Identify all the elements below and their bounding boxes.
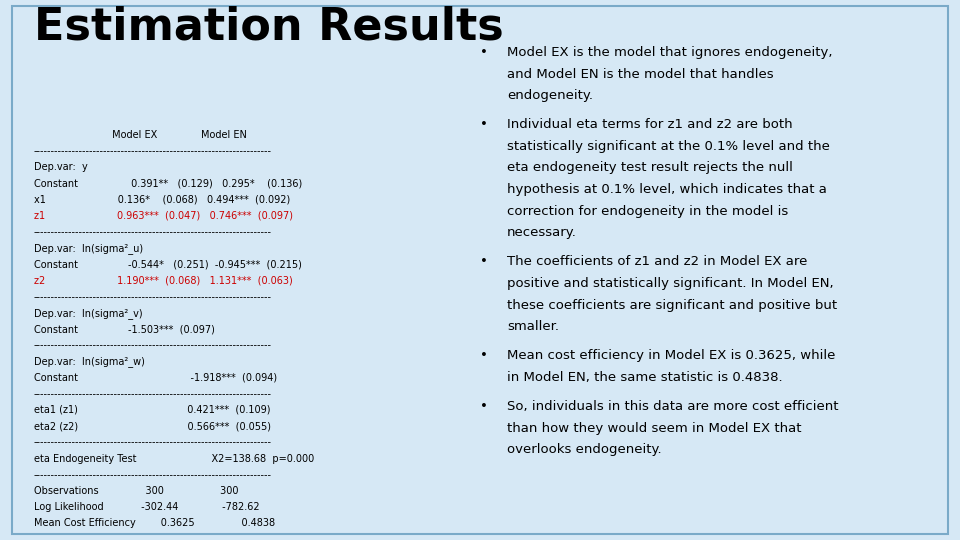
Text: z1                       0.963***  (0.047)   0.746***  (0.097): z1 0.963*** (0.047) 0.746*** (0.097) — [34, 211, 293, 221]
Text: --------------------------------------------------------------------: ----------------------------------------… — [34, 340, 272, 350]
Text: Dep.var:  ln(sigma²_v): Dep.var: ln(sigma²_v) — [34, 308, 142, 319]
Text: So, individuals in this data are more cost efficient: So, individuals in this data are more co… — [507, 400, 838, 413]
Text: in Model EN, the same statistic is 0.4838.: in Model EN, the same statistic is 0.483… — [507, 371, 782, 384]
Text: Constant                -1.503***  (0.097): Constant -1.503*** (0.097) — [34, 324, 214, 334]
Text: Mean Cost Efficiency        0.3625               0.4838: Mean Cost Efficiency 0.3625 0.4838 — [34, 518, 275, 529]
Text: eta endogeneity test result rejects the null: eta endogeneity test result rejects the … — [507, 161, 793, 174]
Text: The coefficients of z1 and z2 in Model EX are: The coefficients of z1 and z2 in Model E… — [507, 255, 807, 268]
Text: endogeneity.: endogeneity. — [507, 89, 593, 102]
Text: Observations               300                  300: Observations 300 300 — [34, 486, 238, 496]
Text: eta1 (z1)                                   0.421***  (0.109): eta1 (z1) 0.421*** (0.109) — [34, 405, 270, 415]
Text: Individual eta terms for z1 and z2 are both: Individual eta terms for z1 and z2 are b… — [507, 118, 793, 131]
Text: Constant                 0.391**   (0.129)   0.295*    (0.136): Constant 0.391** (0.129) 0.295* (0.136) — [34, 178, 301, 188]
Text: eta Endogeneity Test                        X2=138.68  p=0.000: eta Endogeneity Test X2=138.68 p=0.000 — [34, 454, 314, 464]
Text: •: • — [480, 400, 488, 413]
Text: --------------------------------------------------------------------: ----------------------------------------… — [34, 227, 272, 237]
Text: than how they would seem in Model EX that: than how they would seem in Model EX tha… — [507, 422, 802, 435]
Text: smaller.: smaller. — [507, 320, 559, 333]
Text: and Model EN is the model that handles: and Model EN is the model that handles — [507, 68, 774, 80]
Text: these coefficients are significant and positive but: these coefficients are significant and p… — [507, 299, 837, 312]
Text: statistically significant at the 0.1% level and the: statistically significant at the 0.1% le… — [507, 140, 829, 153]
Text: z2                       1.190***  (0.068)   1.131***  (0.063): z2 1.190*** (0.068) 1.131*** (0.063) — [34, 275, 293, 286]
Text: Estimation Results: Estimation Results — [34, 5, 503, 49]
Text: Dep.var:  ln(sigma²_w): Dep.var: ln(sigma²_w) — [34, 356, 144, 367]
Text: x1                       0.136*    (0.068)   0.494***  (0.092): x1 0.136* (0.068) 0.494*** (0.092) — [34, 194, 290, 205]
Text: hypothesis at 0.1% level, which indicates that a: hypothesis at 0.1% level, which indicate… — [507, 183, 827, 196]
Text: necessary.: necessary. — [507, 226, 577, 239]
Text: --------------------------------------------------------------------: ----------------------------------------… — [34, 389, 272, 399]
Text: correction for endogeneity in the model is: correction for endogeneity in the model … — [507, 205, 788, 218]
Text: Model EX              Model EN: Model EX Model EN — [34, 130, 247, 140]
Text: •: • — [480, 46, 488, 59]
Text: Dep.var:  ln(sigma²_u): Dep.var: ln(sigma²_u) — [34, 243, 143, 254]
Text: Model EX is the model that ignores endogeneity,: Model EX is the model that ignores endog… — [507, 46, 832, 59]
Text: •: • — [480, 255, 488, 268]
Text: Dep.var:  y: Dep.var: y — [34, 162, 87, 172]
Text: •: • — [480, 349, 488, 362]
Text: Constant                                    -1.918***  (0.094): Constant -1.918*** (0.094) — [34, 373, 276, 383]
Text: positive and statistically significant. In Model EN,: positive and statistically significant. … — [507, 277, 833, 290]
Text: Log Likelihood            -302.44              -782.62: Log Likelihood -302.44 -782.62 — [34, 502, 259, 512]
Text: eta2 (z2)                                   0.566***  (0.055): eta2 (z2) 0.566*** (0.055) — [34, 421, 271, 431]
Text: overlooks endogeneity.: overlooks endogeneity. — [507, 443, 661, 456]
Text: --------------------------------------------------------------------: ----------------------------------------… — [34, 292, 272, 302]
Text: •: • — [480, 118, 488, 131]
Text: --------------------------------------------------------------------: ----------------------------------------… — [34, 146, 272, 156]
Text: Mean cost efficiency in Model EX is 0.3625, while: Mean cost efficiency in Model EX is 0.36… — [507, 349, 835, 362]
Text: --------------------------------------------------------------------: ----------------------------------------… — [34, 470, 272, 480]
Text: --------------------------------------------------------------------: ----------------------------------------… — [34, 437, 272, 448]
Text: Constant                -0.544*   (0.251)  -0.945***  (0.215): Constant -0.544* (0.251) -0.945*** (0.21… — [34, 259, 301, 269]
